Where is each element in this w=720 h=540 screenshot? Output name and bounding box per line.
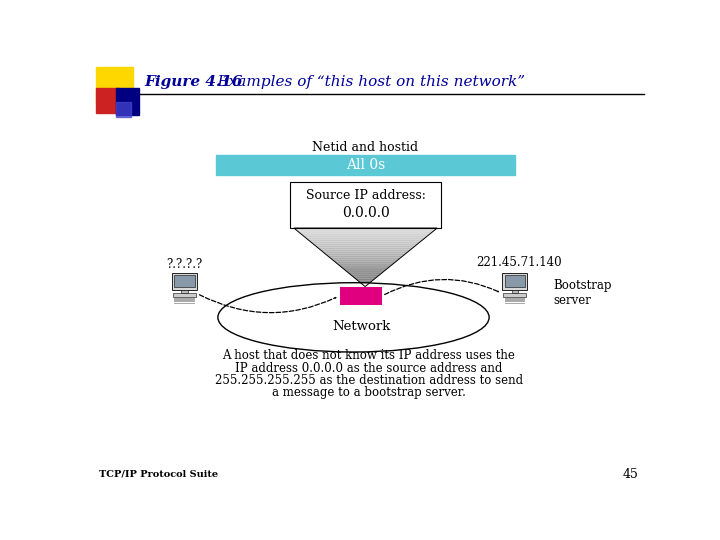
Bar — [505, 298, 525, 300]
Text: Bootstrap
server: Bootstrap server — [554, 280, 612, 307]
Text: 221.45.71.140: 221.45.71.140 — [476, 256, 562, 269]
Text: Figure 4.16: Figure 4.16 — [144, 75, 243, 89]
Polygon shape — [341, 267, 389, 269]
Text: Netid and hostid: Netid and hostid — [312, 141, 418, 154]
Polygon shape — [299, 232, 433, 234]
Bar — [174, 303, 194, 304]
Polygon shape — [318, 247, 413, 249]
Bar — [174, 275, 194, 287]
Bar — [174, 298, 194, 300]
Bar — [116, 88, 139, 115]
Polygon shape — [361, 282, 370, 285]
Text: 0.0.0.0: 0.0.0.0 — [341, 206, 390, 220]
Polygon shape — [320, 249, 411, 252]
Text: Examples of “this host on this network”: Examples of “this host on this network” — [199, 75, 526, 89]
Text: All 0s: All 0s — [346, 158, 385, 172]
Polygon shape — [323, 252, 408, 253]
Polygon shape — [312, 244, 418, 246]
Bar — [503, 273, 527, 289]
Bar — [181, 289, 188, 294]
Polygon shape — [327, 255, 404, 257]
Bar — [505, 300, 525, 302]
Text: IP address 0.0.0.0 as the source address and: IP address 0.0.0.0 as the source address… — [235, 362, 503, 375]
Polygon shape — [343, 269, 387, 271]
Text: TCP/IP Protocol Suite: TCP/IP Protocol Suite — [99, 470, 218, 479]
Polygon shape — [294, 228, 437, 230]
Bar — [172, 273, 197, 289]
Bar — [216, 155, 515, 175]
Polygon shape — [308, 240, 423, 242]
Polygon shape — [337, 263, 394, 265]
Polygon shape — [334, 261, 396, 263]
Polygon shape — [315, 246, 415, 247]
Polygon shape — [330, 257, 401, 259]
Bar — [505, 303, 525, 304]
Ellipse shape — [218, 283, 489, 352]
Bar — [96, 67, 133, 104]
Bar — [173, 294, 196, 298]
Text: A host that does not know its IP address uses the: A host that does not know its IP address… — [222, 349, 516, 362]
Text: 45: 45 — [623, 468, 639, 481]
Polygon shape — [339, 265, 392, 267]
Text: 255.255.255.255 as the destination address to send: 255.255.255.255 as the destination addre… — [215, 374, 523, 387]
Polygon shape — [348, 273, 382, 275]
Polygon shape — [310, 242, 420, 244]
Bar — [512, 289, 518, 294]
Polygon shape — [332, 259, 399, 261]
Polygon shape — [303, 236, 428, 238]
Text: ?.?.?.?: ?.?.?.? — [166, 259, 202, 272]
Text: a message to a bootstrap server.: a message to a bootstrap server. — [272, 386, 466, 399]
Polygon shape — [301, 234, 430, 236]
Text: Network: Network — [332, 320, 390, 333]
Polygon shape — [354, 277, 377, 279]
Polygon shape — [296, 230, 435, 232]
Bar — [503, 294, 526, 298]
Bar — [340, 287, 382, 305]
Bar — [174, 300, 194, 302]
FancyArrowPatch shape — [384, 279, 498, 294]
Polygon shape — [363, 285, 367, 287]
Bar — [116, 102, 131, 117]
Polygon shape — [358, 281, 372, 282]
Polygon shape — [356, 279, 374, 281]
Polygon shape — [346, 271, 384, 273]
Bar — [290, 182, 441, 228]
Polygon shape — [325, 253, 406, 255]
Text: Source IP address:: Source IP address: — [305, 189, 426, 202]
Polygon shape — [351, 275, 379, 277]
Bar — [505, 275, 525, 287]
Polygon shape — [306, 238, 426, 240]
Bar — [96, 88, 120, 112]
FancyArrowPatch shape — [199, 295, 336, 313]
